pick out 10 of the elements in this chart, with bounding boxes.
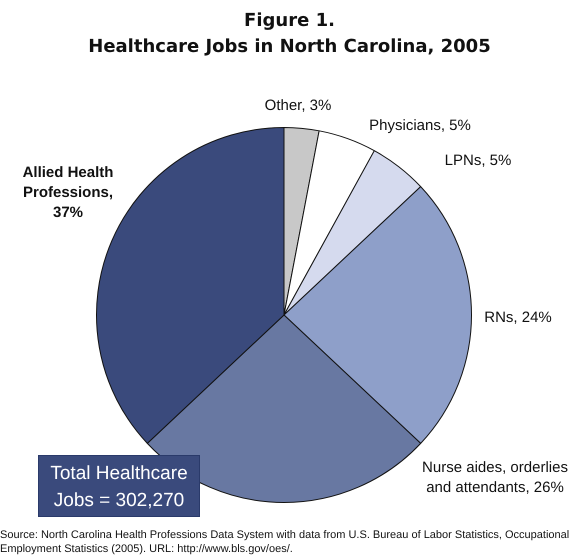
- slice-label: LPNs, 5%: [444, 152, 512, 170]
- slice-label: Other, 3%: [264, 97, 332, 114]
- chart-title: Figure 1.: [243, 9, 336, 33]
- source-note: Source: North Carolina Health Professions Data System with data from U.S. Bureau of Labor Statistics, Occupational Employment Statistics (2005). URL: http://www.bls.gov/oes/.: [0, 528, 570, 556]
- chart-subtitle: Healthcare Jobs in North Carolina, 2005: [87, 35, 492, 59]
- text: Total Healthcare Jobs = 302,270: [38, 455, 200, 517]
- slice-label: Allied Health Professions, 37%: [22, 164, 114, 222]
- slice-label: Nurse aides, orderlies and attendants, 26%: [422, 459, 568, 496]
- slice-label: Physicians, 5%: [369, 117, 471, 134]
- slice-label: RNs, 24%: [484, 309, 552, 326]
